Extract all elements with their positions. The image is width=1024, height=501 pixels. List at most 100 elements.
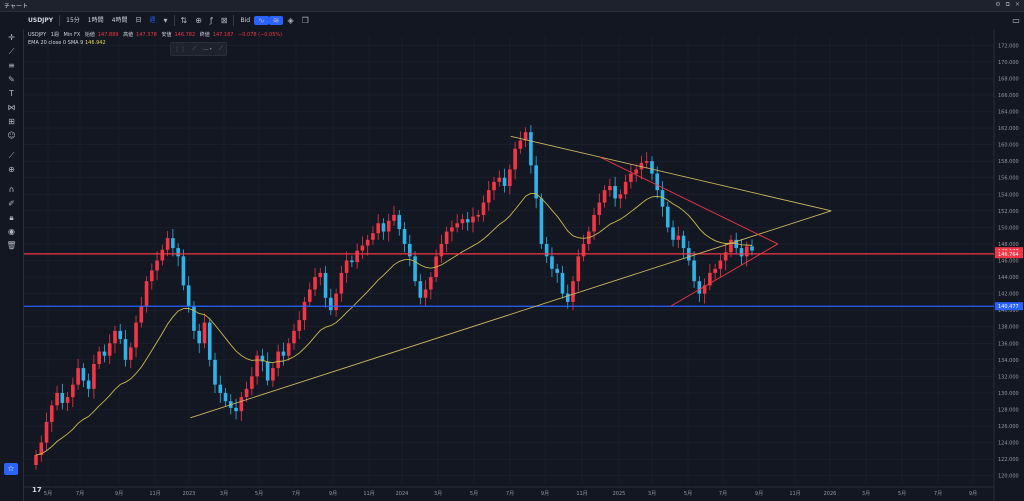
chevron-down-icon[interactable]: ▾ [163, 16, 168, 25]
favorites-star-icon[interactable]: ☆ [4, 463, 18, 475]
compare-icon[interactable]: ⊠ [220, 16, 228, 25]
popout-icon[interactable]: ⧉ [1005, 1, 1010, 8]
candle-body [671, 227, 675, 240]
y-tick-label: 140.000 [998, 308, 1019, 314]
line-tool-icon[interactable]: ⟋ [192, 45, 197, 52]
y-tick-label: 154.000 [998, 192, 1019, 198]
x-tick-label: 11月 [576, 491, 587, 497]
add-indicator-icon[interactable]: ⊕ [195, 16, 202, 25]
interval-1d-button[interactable]: 日 [135, 17, 142, 24]
ray-icon[interactable]: ⟋ [218, 45, 223, 52]
fib-icon[interactable]: ≡ [8, 61, 15, 70]
legend-low: 146.782 [174, 32, 196, 38]
brush-icon[interactable]: ✎ [8, 75, 15, 84]
candle-body [139, 306, 144, 323]
candle-body [565, 293, 570, 302]
candle-body [465, 219, 470, 223]
bid-button[interactable]: Bid [240, 17, 251, 24]
candle-body [439, 243, 444, 257]
drag-handle-icon[interactable]: ⋮⋮ [174, 45, 187, 53]
candle-body [376, 223, 381, 234]
zoom-icon[interactable]: ⊕ [8, 165, 15, 174]
pattern-icon[interactable]: ⋈ [7, 103, 16, 112]
candle-body [544, 243, 549, 257]
toolbar-divider [59, 15, 61, 26]
close-icon[interactable]: ✕ [1014, 1, 1020, 8]
interval-1w-button[interactable]: 週 [149, 17, 156, 24]
text-icon[interactable]: T [9, 89, 14, 98]
settings-icon[interactable]: ⚙ [995, 1, 1001, 8]
candle-body [223, 392, 228, 402]
candle-body [486, 190, 491, 203]
candle-body [702, 285, 707, 294]
trendline-icon[interactable]: ⟋ [8, 47, 15, 56]
candle-body [713, 268, 717, 273]
candle-body [423, 289, 428, 298]
x-tick-label: 7月 [292, 491, 300, 497]
visibility-icon[interactable]: ◉ [8, 227, 15, 236]
interval-4h-button[interactable]: 4時間 [111, 17, 128, 24]
trendline [190, 210, 832, 419]
candle-body [618, 194, 623, 199]
line-chart-icon[interactable]: ∿ [254, 16, 269, 25]
x-tick-label: 9月 [115, 491, 123, 497]
candle-body [723, 252, 728, 261]
y-tick-label: 134.000 [998, 358, 1019, 364]
right-panel-toggle[interactable]: ▭ [1008, 12, 1024, 29]
crosshair-icon[interactable]: ✛ [8, 33, 15, 42]
candle-body [260, 355, 265, 362]
magnet-icon[interactable]: ∩ [8, 185, 15, 194]
candle-body [639, 162, 644, 170]
trash-icon[interactable]: 🗑︎ [6, 241, 17, 250]
candle-body [171, 238, 175, 249]
y-tick-label: 128.000 [998, 408, 1019, 414]
candle-body [165, 238, 170, 250]
price-chart[interactable]: 120.000 122.000 124.000 126.000 128.000 130.0… [24, 29, 1024, 501]
candle-body [350, 260, 354, 263]
candle-body [265, 361, 270, 381]
line-style-icon[interactable]: —• [202, 45, 213, 53]
x-tick-label: 3月 [862, 491, 870, 497]
indicators-icon[interactable]: ƒ [209, 16, 213, 25]
candle-body [181, 256, 186, 286]
panel-icon[interactable]: ▭ [1012, 16, 1020, 25]
price-label-bg [995, 250, 1023, 259]
candle-body [213, 359, 217, 385]
candle-style-icon[interactable]: ⇅ [180, 16, 188, 25]
x-tick-label: 9月 [541, 491, 549, 497]
y-tick-label: 124.000 [998, 441, 1019, 447]
y-tick-label: 172.000 [998, 43, 1019, 49]
interval-15m-button[interactable]: 15分 [66, 17, 80, 24]
candle-body [623, 181, 628, 195]
lock-icon[interactable]: 🔒︎ [9, 213, 14, 222]
x-tick-label: 7月 [506, 491, 514, 497]
measure-range-icon[interactable]: ⊞ [8, 117, 15, 126]
legend-interval: 1週 [50, 32, 59, 38]
emoji-icon[interactable]: ☺ [7, 131, 16, 140]
x-tick-label: 5月 [684, 491, 692, 497]
ruler-icon[interactable]: ⟋ [8, 151, 15, 160]
layout-icon[interactable]: ❐ [301, 16, 309, 25]
palette-icon[interactable]: ◈ [287, 16, 294, 25]
candle-body [86, 380, 91, 389]
ema-line [35, 192, 753, 456]
x-tick-label: 5月 [898, 491, 906, 497]
candle-body [339, 272, 344, 294]
wave-chart-icon[interactable]: ≋ [268, 16, 284, 25]
x-tick-label: 11月 [363, 491, 374, 497]
candle-body [250, 376, 254, 389]
x-tick-label: 11月 [789, 491, 800, 497]
legend-open: 147.889 [97, 32, 119, 38]
ema-label: EMA 20 close 0 SMA 9 [28, 40, 84, 46]
candle-body [386, 220, 391, 232]
candle-body [234, 407, 238, 412]
candle-body [123, 339, 128, 360]
lock-drawing-icon[interactable]: ✐ [8, 199, 15, 208]
candle-body [602, 190, 607, 203]
symbol-search-button[interactable]: USDJPY [28, 17, 54, 24]
candle-body [644, 161, 649, 163]
candle-body [128, 347, 133, 360]
candle-body [413, 256, 417, 282]
interval-1h-button[interactable]: 1時間 [87, 17, 104, 24]
